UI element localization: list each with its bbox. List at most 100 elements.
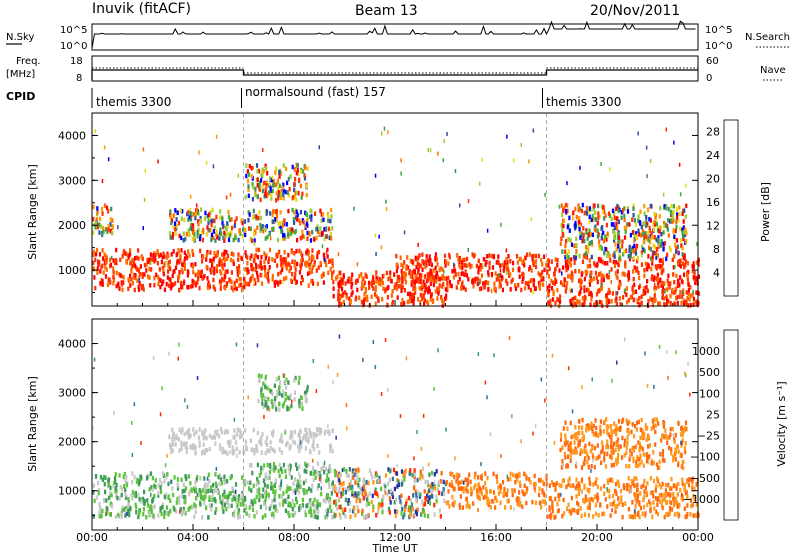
power-cell: [106, 229, 109, 235]
velocity-cell: [357, 491, 360, 496]
power-cell: [252, 185, 255, 190]
power-cell: [632, 230, 635, 235]
power-cell: [673, 279, 676, 285]
velocity-cell: [273, 492, 276, 497]
velocity-cell: [179, 507, 182, 512]
power-cell: [430, 293, 433, 298]
power-cell: [421, 283, 424, 288]
power-cell: [104, 265, 107, 270]
velocity-cell: [615, 461, 619, 466]
power-cell: [615, 296, 618, 301]
velocity-cell: [299, 484, 302, 489]
velocity-cell: [294, 375, 297, 381]
power-cell: [645, 285, 648, 290]
velocity-cell: [280, 466, 283, 472]
velocity-cell: [178, 495, 181, 501]
velocity-cell: [165, 474, 168, 480]
velocity-cell: [134, 491, 137, 496]
velocity-cell: [658, 465, 661, 470]
velocity-cell: [617, 447, 620, 452]
power-cell: [287, 252, 290, 258]
velocity-cell: [387, 467, 390, 472]
power-cell: [400, 268, 403, 274]
power-cell: [322, 272, 325, 278]
power-cell: [256, 274, 259, 280]
velocity-cell: [309, 502, 312, 507]
power-cell: [620, 215, 623, 221]
power-cell: [215, 268, 218, 274]
power-cell: [509, 287, 512, 292]
noise-panel: N.Sky 10^5 10^0 10^5 10^0 N.Search: [6, 20, 790, 52]
velocity-cell: [188, 434, 191, 440]
velocity-cell: [653, 384, 655, 389]
power-cell: [363, 280, 366, 286]
velocity-cell: [251, 507, 255, 513]
power-cell: [608, 299, 611, 305]
velocity-cell: [635, 459, 638, 465]
power-cell: [331, 260, 334, 265]
power-cell: [375, 279, 378, 284]
velocity-cell: [409, 468, 412, 473]
power-cell: [118, 272, 121, 277]
power-cell: [662, 241, 665, 247]
velocity-cell: [157, 490, 160, 496]
power-cell: [524, 281, 527, 286]
power-cell: [285, 275, 288, 281]
power-cell: [356, 278, 359, 283]
velocity-cell: [234, 440, 237, 445]
velocity-cell: [661, 453, 664, 458]
velocity-cell: [213, 489, 216, 494]
velocity-cell: [93, 498, 96, 504]
velocity-cell: [221, 446, 224, 452]
power-cell: [138, 287, 141, 292]
velocity-cell: [298, 375, 301, 381]
power-cell: [616, 203, 619, 209]
power-cell: [92, 216, 95, 222]
power-cell: [236, 272, 239, 277]
power-cell: [350, 276, 353, 282]
velocity-cell: [291, 434, 294, 439]
power-cell: [550, 278, 553, 284]
velocity-cell: [518, 480, 522, 486]
power-cell: [583, 302, 586, 307]
power-cell: [244, 194, 247, 200]
power-cell: [414, 255, 417, 261]
velocity-cell: [302, 480, 305, 486]
velocity-cell: [316, 503, 319, 508]
power-cell: [414, 290, 417, 295]
power-cell: [129, 248, 132, 253]
velocity-cell: [205, 505, 208, 511]
power-cell: [406, 291, 410, 297]
power-cell: [550, 286, 554, 291]
power-cell: [130, 277, 133, 282]
power-cell: [660, 232, 663, 237]
velocity-cell: [592, 423, 595, 429]
power-cell: [604, 246, 607, 252]
power-cell: [103, 203, 107, 208]
power-cell: [684, 227, 687, 232]
velocity-cell: [287, 380, 290, 385]
velocity-cell: [653, 417, 656, 422]
velocity-cell: [133, 475, 136, 480]
velocity-cell: [620, 499, 623, 504]
velocity-cell: [348, 467, 351, 472]
power-cell: [205, 252, 208, 258]
velocity-cell: [681, 477, 684, 482]
velocity-cell: [534, 482, 537, 487]
velocity-cell: [590, 421, 593, 426]
power-cell: [696, 242, 698, 247]
velocity-cell: [138, 509, 141, 514]
power-cell: [426, 277, 429, 283]
velocity-cell: [686, 478, 689, 483]
power-cell: [201, 276, 204, 281]
power-cell: [667, 218, 670, 223]
power-cell: [545, 262, 548, 268]
power-cell: [228, 217, 232, 223]
velocity-cell: [375, 491, 378, 497]
velocity-cell: [660, 438, 663, 443]
power-cell: [172, 225, 175, 230]
velocity-cell: [484, 481, 487, 486]
velocity-cell: [326, 515, 329, 520]
velocity-cell: [403, 507, 406, 513]
power-cell: [306, 230, 309, 236]
